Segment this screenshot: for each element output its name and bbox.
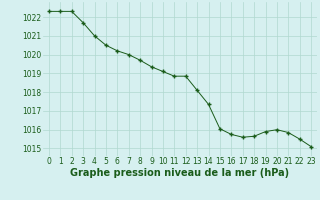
- X-axis label: Graphe pression niveau de la mer (hPa): Graphe pression niveau de la mer (hPa): [70, 168, 290, 178]
